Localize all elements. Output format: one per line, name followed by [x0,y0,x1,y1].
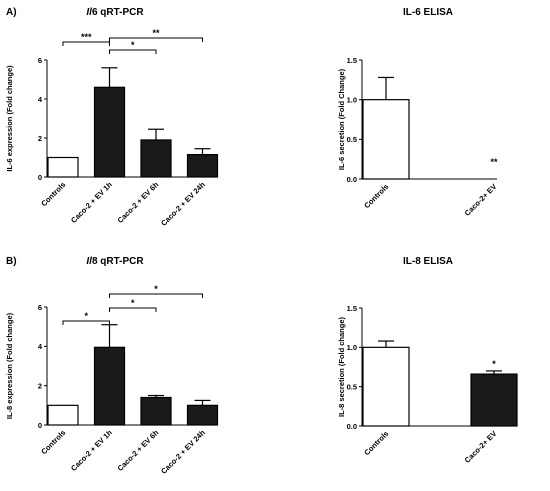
y-tick-label: 1.5 [347,56,357,65]
significance-bracket [109,37,203,42]
y-axis-label: IL-8 expression (Fold change) [5,312,14,419]
significance-label: * [154,284,158,294]
bar [186,153,219,178]
chart-title: IL-6 ELISA [403,7,453,18]
x-tick-label: Controls [39,428,67,456]
bar [93,86,126,178]
bar [362,99,410,180]
y-tick-label: 0.5 [347,382,357,391]
y-tick-label: 0.5 [347,135,357,144]
il6-elisa-chart: IL-6 ELISA 0.0 0.5 1.0 1.5IL-6 secretion (F… [337,7,498,218]
panel-label-a: A) [6,7,17,18]
bar [470,373,518,427]
il6-qpcr-chart: Il6 qRT-PCR 0 2 4 6 IL-6 expression (Fold ch… [5,7,219,228]
chart-title-italic: Il [86,256,92,267]
significance-bracket [109,307,157,312]
bar [47,404,79,426]
bar-significance-label: ** [490,157,498,167]
x-tick-label: Controls [362,429,390,457]
x-tick-label: Caco-2 + EV 24h [159,428,207,476]
x-tick-label: Caco-2+ EV [463,429,499,465]
y-axis-label: IL-6 expression (Fold change) [5,65,14,172]
chart-title: Il6 qRT-PCR [86,7,144,18]
x-tick-label: Controls [39,180,67,208]
x-tick-label: Caco-2 + EV 24h [159,180,207,228]
y-tick-label: 1.0 [347,95,357,104]
chart-title-italic: Il [86,7,92,18]
y-tick-label: 0.0 [347,422,357,431]
il8-elisa-chart: IL-8 ELISA 0.0 0.5 1.0 1.5IL-8 secretion (F… [337,256,518,465]
bar-significance-label: * [492,359,496,369]
bar [93,346,126,426]
chart-title-rest: 6 qRT-PCR [92,7,144,18]
significance-label: * [131,40,135,50]
y-tick-label: 0 [38,173,42,182]
il8-qpcr-chart: Il8 qRT-PCR 0 2 4 6 IL-8 expression (Fold ch… [5,256,219,476]
bar [186,404,219,426]
y-tick-label: 6 [38,303,42,312]
y-tick-label: 4 [38,95,43,104]
bar [140,396,172,426]
y-tick-label: 4 [38,342,43,351]
y-axis-label: IL-6 secretion (Fold Change) [337,68,346,170]
significance-label: *** [81,32,92,42]
significance-label: * [131,298,135,308]
chart-title: Il8 qRT-PCR [86,256,144,267]
significance-bracket [109,293,203,298]
chart-title-rest: 8 qRT-PCR [92,256,144,267]
y-tick-label: 6 [38,56,42,65]
bar [140,139,172,178]
y-tick-label: 1.0 [347,343,357,352]
significance-label: ** [152,28,160,38]
panel-label-b: B) [6,256,17,267]
y-tick-label: 0.0 [347,175,357,184]
x-tick-label: Caco-2 + EV 6h [116,428,161,473]
chart-title: IL-8 ELISA [403,256,453,267]
y-tick-label: 2 [38,381,42,390]
x-tick-label: Caco-2 + EV 1h [69,428,114,473]
y-tick-label: 2 [38,134,42,143]
x-tick-label: Caco-2 + EV 6h [116,180,161,225]
significance-bracket [62,41,110,46]
x-tick-label: Controls [362,182,390,210]
y-tick-label: 1.5 [347,304,357,313]
y-tick-label: 0 [38,421,42,430]
significance-label: * [84,311,88,321]
x-tick-label: Caco-2+ EV [463,182,499,218]
x-tick-label: Caco-2 + EV 1h [69,180,114,225]
bar [47,156,79,178]
significance-bracket [62,320,110,325]
bar [362,346,410,427]
significance-bracket [109,49,157,54]
y-axis-label: IL-8 secretion (Fold change) [337,316,346,417]
